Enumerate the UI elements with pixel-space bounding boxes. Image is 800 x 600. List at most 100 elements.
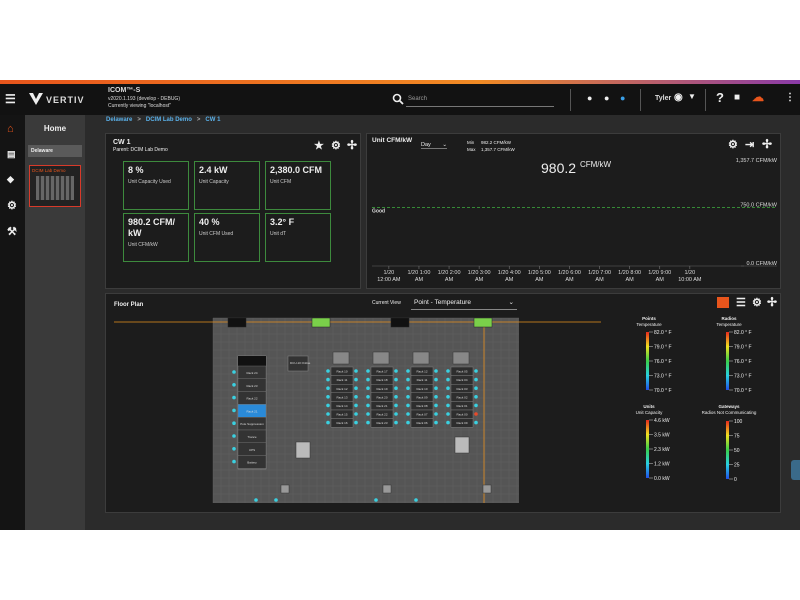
cooling-unit[interactable]: [390, 317, 410, 328]
alarm-icon[interactable]: ●: [587, 93, 593, 103]
nav-alarms[interactable]: ◆: [7, 174, 14, 184]
sensor: [366, 395, 370, 399]
user-name[interactable]: Tyler: [655, 95, 672, 102]
range-value: Day: [421, 142, 431, 148]
list-toggle[interactable]: ☰: [736, 297, 746, 309]
brand: VERTIV: [46, 95, 85, 105]
sensor: [434, 377, 438, 382]
search-input[interactable]: Search: [406, 93, 554, 107]
sensor: [354, 420, 358, 425]
rack-label: Rack 00: [456, 413, 467, 417]
expand-button[interactable]: ✢: [762, 137, 773, 151]
expand-button[interactable]: ✢: [347, 138, 358, 152]
sensor: [446, 395, 450, 399]
min-max-values: 982.2 CFM/kW 1,357.7 CFM/kW: [481, 139, 515, 153]
sensor: [406, 369, 410, 373]
sensor: [434, 412, 438, 416]
cloud-icon[interactable]: ☁: [752, 90, 764, 104]
view-label: Current View: [372, 300, 401, 306]
search-icon[interactable]: [392, 93, 404, 105]
rack-label: Rack 21: [246, 409, 257, 413]
breadcrumb-item[interactable]: DCIM Lab Demo: [145, 117, 192, 123]
cooling-unit[interactable]: [295, 441, 311, 459]
rack-label: Rack 22: [376, 413, 387, 417]
legend-scale: [726, 332, 729, 390]
rack-label: Rack 19: [376, 387, 387, 391]
menu-button[interactable]: ☰: [5, 92, 16, 106]
user-icon[interactable]: ◉: [674, 92, 683, 103]
current-value: 980.2: [541, 160, 577, 176]
range-select[interactable]: Day ⌄: [421, 142, 447, 149]
sensor: [326, 420, 330, 425]
site-card[interactable]: DCIM Lab Demo: [29, 165, 81, 207]
cooling-unit[interactable]: [473, 317, 493, 328]
current-unit: CFM/kW: [579, 160, 612, 169]
floor-plan: DCU-10 Online Rack 24 Rack 23 Rack 22 Rack 2…: [114, 316, 757, 503]
settings-button[interactable]: ⚙: [728, 139, 738, 151]
breadcrumb-item[interactable]: Delaware: [106, 117, 133, 123]
sensor: [474, 386, 478, 390]
sensor: [254, 498, 258, 502]
heatmap-toggle[interactable]: [717, 297, 729, 308]
sidebar: Home Delaware DCIM Lab Demo: [25, 115, 85, 530]
cooling-unit[interactable]: [311, 317, 331, 328]
rack[interactable]: [330, 418, 354, 428]
nav-reports[interactable]: ▤: [7, 149, 16, 159]
rack-label: Rack 18: [376, 378, 387, 382]
min-value: 982.2 CFM/kW: [481, 140, 512, 145]
rack-label: Rack 24: [246, 371, 257, 375]
export-button[interactable]: ⇥: [745, 139, 755, 151]
feedback-tab[interactable]: [791, 460, 800, 480]
rack-label: Rack 21: [376, 404, 387, 408]
x-tick-label: 1/20 7:00 AM: [588, 270, 611, 283]
trend-chart: 1,357.7 CFM/kW 750.0 CFM/kW 0.0 CFM/kW Good: [372, 158, 778, 269]
legend-scale: [726, 421, 729, 479]
rack[interactable]: [237, 455, 267, 469]
current-value-box: 980.2 CFM/kW: [541, 160, 611, 176]
user-dropdown[interactable]: ▼: [688, 92, 696, 101]
metric-tile: 2.4 kW Unit Capacity: [194, 161, 260, 210]
favorite-button[interactable]: ★: [314, 140, 324, 152]
sensor: [326, 395, 330, 399]
sensor: [232, 383, 236, 387]
legend-metric: Radios Not Communicating: [702, 410, 757, 415]
floor-title: Floor Plan: [114, 302, 144, 308]
nav-tools[interactable]: ⚒: [7, 226, 17, 238]
app-version: v2020.1.193 (develop - DEBUG): [108, 96, 180, 102]
rack[interactable]: [450, 418, 474, 428]
warning-icon[interactable]: ●: [604, 93, 610, 103]
cooling-unit[interactable]: [454, 436, 470, 454]
sensor: [232, 434, 236, 438]
logo-mark: [29, 93, 43, 105]
view-select[interactable]: Point - Temperature ⌄: [411, 297, 517, 310]
legend-metric: Temperature: [636, 322, 662, 327]
rack-label: Rack 06: [416, 421, 427, 425]
sensor: [326, 412, 330, 416]
help-icon[interactable]: ?: [716, 90, 724, 105]
legend-label: 75: [734, 433, 740, 439]
expand-button[interactable]: ✢: [767, 295, 778, 309]
rack[interactable]: [370, 418, 394, 428]
sidebar-item[interactable]: Delaware: [28, 145, 82, 157]
folder-icon[interactable]: ■: [734, 92, 741, 103]
rack-label: Rack 11: [337, 378, 348, 382]
rack[interactable]: [410, 418, 434, 428]
info-icon[interactable]: ●: [620, 93, 626, 103]
sensor: [232, 408, 236, 413]
nav-settings[interactable]: ⚙: [7, 200, 17, 212]
legend-label: 50: [734, 448, 740, 454]
metric-label: Unit CFM Used: [199, 231, 234, 237]
breadcrumb-item[interactable]: CW 1: [205, 117, 221, 123]
sensor: [474, 420, 478, 425]
sensor: [406, 395, 410, 399]
nav-home[interactable]: ⌂: [7, 123, 14, 135]
more-icon[interactable]: ⋮: [785, 92, 795, 103]
settings-button[interactable]: ⚙: [752, 297, 762, 309]
cooling-unit[interactable]: [227, 317, 247, 328]
min-max-labels: Min Max: [467, 139, 476, 153]
app: ☰ VERTIV ICOM™-S v2020.1.193 (develop - …: [0, 80, 800, 530]
settings-button[interactable]: ⚙: [331, 140, 341, 152]
x-tick-label: 1/20 12:00 AM: [377, 270, 401, 283]
rack-label: Rack 02: [456, 395, 467, 399]
